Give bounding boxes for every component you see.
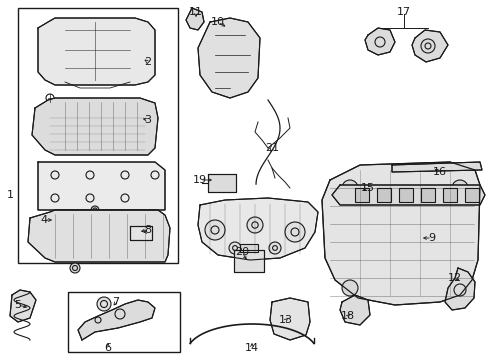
Circle shape: [228, 242, 241, 254]
Bar: [442, 188, 456, 202]
Circle shape: [91, 206, 99, 214]
Polygon shape: [198, 198, 317, 260]
Circle shape: [70, 263, 80, 273]
Text: 11: 11: [189, 7, 203, 17]
Bar: [420, 188, 434, 202]
Polygon shape: [78, 300, 155, 340]
Text: 4: 4: [41, 215, 47, 225]
Polygon shape: [38, 18, 155, 85]
Circle shape: [341, 280, 357, 296]
Bar: [18, 8, 178, 263]
Polygon shape: [38, 162, 164, 210]
Circle shape: [285, 222, 305, 242]
Text: 8: 8: [144, 225, 151, 235]
Polygon shape: [32, 98, 158, 155]
Polygon shape: [321, 162, 479, 305]
Bar: [398, 188, 412, 202]
Circle shape: [451, 180, 467, 196]
Circle shape: [341, 180, 357, 196]
Circle shape: [204, 220, 224, 240]
Text: 10: 10: [210, 17, 224, 27]
Bar: [68, 292, 180, 352]
Text: 3: 3: [144, 115, 151, 125]
Text: 1: 1: [6, 190, 14, 200]
Bar: [240, 244, 258, 252]
Polygon shape: [185, 8, 203, 30]
Circle shape: [246, 217, 263, 233]
Circle shape: [453, 277, 469, 293]
Text: 13: 13: [279, 315, 292, 325]
Text: 6: 6: [104, 343, 111, 353]
Text: 17: 17: [396, 7, 410, 17]
Text: 9: 9: [427, 233, 435, 243]
Text: 16: 16: [432, 167, 446, 177]
Polygon shape: [28, 210, 170, 262]
Circle shape: [97, 297, 111, 311]
Polygon shape: [331, 185, 484, 205]
Text: 18: 18: [340, 311, 354, 321]
Bar: [207, 174, 236, 192]
Bar: [376, 188, 390, 202]
Polygon shape: [339, 295, 369, 325]
Text: 20: 20: [234, 247, 248, 257]
Text: 5: 5: [15, 300, 21, 310]
Polygon shape: [269, 298, 309, 340]
Polygon shape: [364, 28, 394, 55]
Text: 7: 7: [112, 297, 120, 307]
Text: 19: 19: [193, 175, 206, 185]
Circle shape: [268, 242, 281, 254]
Bar: [464, 188, 478, 202]
Bar: [354, 188, 368, 202]
Polygon shape: [198, 18, 260, 98]
Bar: [234, 250, 264, 272]
Bar: [130, 226, 152, 240]
Polygon shape: [411, 30, 447, 62]
Text: 21: 21: [264, 143, 279, 153]
Text: 15: 15: [360, 183, 374, 193]
Polygon shape: [10, 290, 36, 322]
Text: 12: 12: [447, 273, 461, 283]
Polygon shape: [391, 162, 481, 172]
Polygon shape: [444, 268, 474, 310]
Text: 14: 14: [244, 343, 259, 353]
Text: 2: 2: [144, 57, 151, 67]
